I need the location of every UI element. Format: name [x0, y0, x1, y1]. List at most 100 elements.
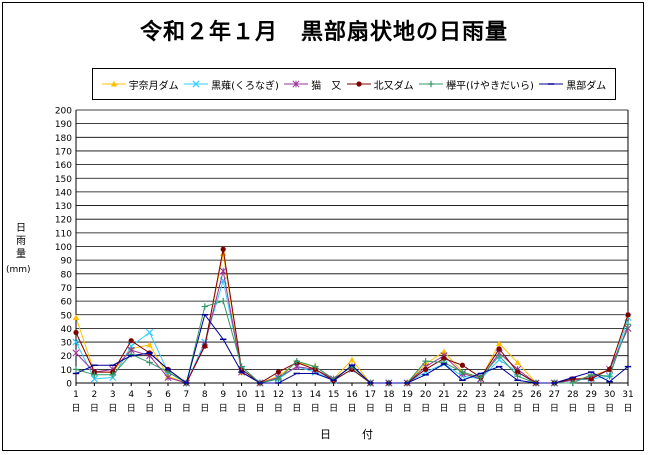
y-tick-label: 70 [61, 284, 73, 294]
data-point [515, 369, 521, 375]
data-point [275, 369, 281, 375]
x-tick-label: 28 日 [567, 390, 579, 414]
data-point [72, 366, 80, 373]
y-tick-label: 190 [55, 120, 72, 130]
data-point [348, 356, 356, 363]
x-tick-label: 15 日 [328, 390, 339, 414]
legend-label: 宇奈月ダム [128, 80, 179, 92]
y-tick-label: 30 [61, 339, 73, 349]
data-point [220, 297, 227, 305]
data-point [145, 328, 154, 337]
data-point [514, 372, 521, 380]
y-tick-label: 80 [61, 270, 73, 280]
data-point [477, 374, 484, 381]
y-tick-label: 160 [55, 161, 72, 171]
y-tick-label: 120 [55, 216, 72, 226]
x-tick-label: 20 日 [420, 390, 432, 414]
y-tick-label: 50 [61, 311, 73, 321]
data-point [201, 303, 208, 310]
data-point [72, 349, 80, 357]
data-point [440, 348, 448, 355]
data-point [164, 373, 172, 382]
data-point [427, 80, 435, 88]
legend-item: 猫 又 [284, 77, 341, 92]
data-point [440, 359, 448, 366]
x-tick-label: 26 日 [530, 390, 542, 414]
y-axis-unit: (mm) [6, 265, 31, 275]
x-tick-label: 19 日 [401, 390, 413, 414]
x-tick-label: 30 日 [604, 390, 616, 414]
legend-item: 宇奈月ダム [101, 77, 179, 92]
legend: 宇奈月ダム 黒薙(くろなぎ) 猫 又 北又ダム 欅平(けやきだいら) 黒部ダム [92, 68, 616, 100]
data-point [219, 267, 227, 275]
data-point [128, 351, 135, 358]
data-point [73, 329, 79, 336]
data-point [514, 359, 521, 366]
x-axis-label: 日 付 [320, 428, 383, 441]
data-point [356, 81, 362, 87]
data-point [109, 371, 116, 379]
legend-swatch [346, 81, 371, 87]
y-tick-label: 90 [61, 257, 73, 267]
data-point [423, 366, 429, 372]
x-tick-label: 10 日 [236, 390, 248, 414]
data-point [624, 321, 632, 328]
legend-label: 黒薙(くろなぎ) [211, 80, 279, 92]
data-point [588, 376, 594, 382]
data-point [496, 352, 503, 359]
data-point [441, 355, 447, 362]
x-tick-label: 24 日 [493, 390, 505, 414]
data-point [569, 379, 576, 387]
data-point [625, 312, 631, 318]
x-tick-label: 18 日 [383, 390, 395, 414]
x-tick-label: 14 日 [309, 390, 321, 414]
x-tick-label: 11 日 [254, 390, 265, 414]
x-tick-label: 25 日 [512, 390, 523, 414]
y-tick-label: 100 [55, 243, 72, 253]
data-point [606, 372, 613, 380]
data-point [90, 375, 99, 383]
series-line [75, 313, 629, 384]
data-point [238, 363, 245, 370]
x-tick-label: 16 日 [346, 390, 358, 414]
legend-swatch [184, 80, 209, 88]
data-point [110, 80, 117, 87]
chart-title: 令和２年１月 黒部扇状地の日雨量 [139, 20, 508, 45]
data-point [312, 363, 319, 370]
data-point [202, 343, 208, 349]
data-point [146, 341, 153, 348]
y-tick-label: 60 [61, 298, 73, 308]
legend-item: 黒薙(くろなぎ) [184, 77, 279, 92]
data-point [220, 246, 226, 252]
y-tick-label: 200 [55, 107, 72, 117]
legend-swatch [539, 83, 564, 85]
y-tick-label: 40 [61, 325, 73, 335]
y-tick-label: 10 [61, 366, 73, 376]
legend-label: 猫 又 [311, 80, 342, 92]
x-tick-label: 21 日 [438, 390, 449, 414]
data-point [146, 359, 153, 366]
x-tick-label: 22 日 [457, 390, 468, 414]
data-point [459, 368, 466, 376]
data-point [422, 357, 429, 365]
legend-label: 北又ダム [373, 80, 414, 92]
y-tick-label: 170 [55, 147, 72, 157]
data-point [607, 366, 613, 372]
data-point [72, 314, 80, 321]
x-tick-label: 29 日 [585, 390, 597, 414]
legend-swatch [284, 80, 309, 88]
data-point [496, 346, 502, 352]
x-tick-label: 27 日 [549, 390, 560, 414]
data-point [192, 80, 200, 88]
series-6 [72, 313, 632, 384]
x-tick-label: 31 日 [622, 390, 633, 414]
data-point [72, 338, 80, 346]
